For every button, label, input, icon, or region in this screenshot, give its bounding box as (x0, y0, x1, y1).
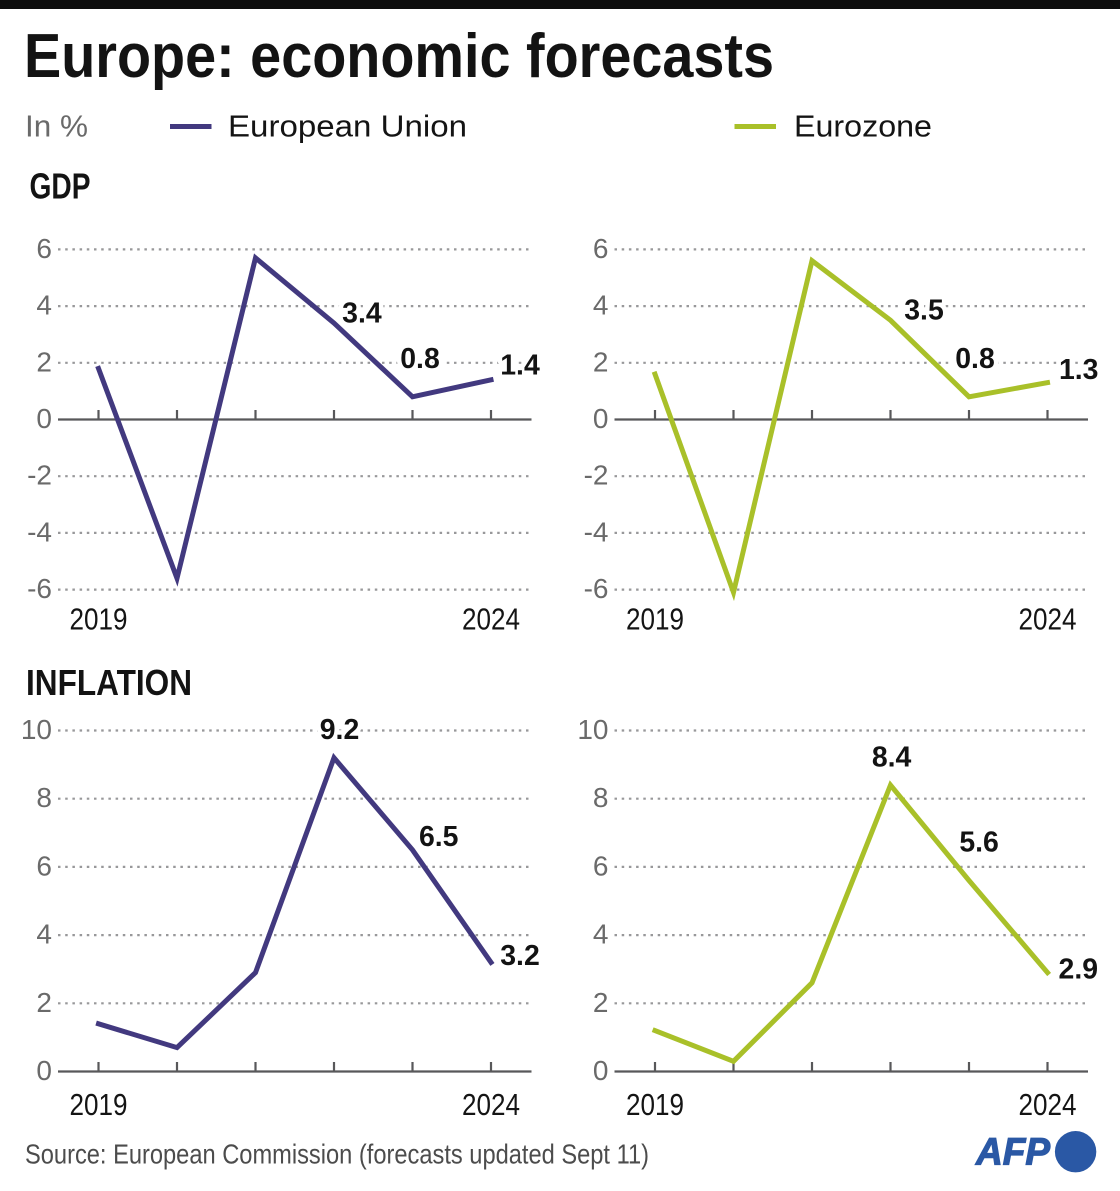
svg-text:2024: 2024 (462, 602, 520, 637)
svg-text:-2: -2 (584, 460, 609, 491)
svg-text:2: 2 (36, 987, 52, 1018)
svg-text:2.9: 2.9 (1059, 953, 1099, 985)
svg-text:8: 8 (593, 782, 609, 813)
svg-text:2019: 2019 (626, 1087, 684, 1122)
svg-text:2019: 2019 (70, 602, 128, 637)
svg-text:-4: -4 (27, 516, 52, 547)
svg-text:6: 6 (593, 233, 609, 264)
svg-text:8: 8 (36, 782, 52, 813)
svg-text:2024: 2024 (1019, 1087, 1077, 1122)
svg-text:GDP: GDP (30, 166, 91, 207)
svg-text:3.4: 3.4 (342, 298, 382, 330)
svg-text:Europe: economic forecasts: Europe: economic forecasts (24, 22, 774, 91)
svg-text:INFLATION: INFLATION (26, 662, 192, 703)
svg-text:0: 0 (36, 1055, 52, 1086)
svg-text:9.2: 9.2 (320, 714, 360, 746)
svg-text:2: 2 (593, 987, 609, 1018)
svg-text:4: 4 (36, 919, 52, 950)
svg-text:2024: 2024 (1019, 602, 1077, 637)
svg-text:4: 4 (593, 290, 609, 321)
svg-text:1.3: 1.3 (1059, 354, 1099, 386)
svg-text:10: 10 (21, 714, 52, 745)
svg-text:0: 0 (36, 403, 52, 434)
svg-text:8.4: 8.4 (872, 742, 912, 774)
svg-text:10: 10 (577, 714, 608, 745)
svg-text:3.2: 3.2 (500, 940, 540, 972)
svg-text:2024: 2024 (462, 1087, 520, 1122)
svg-text:AFP: AFP (975, 1132, 1051, 1174)
svg-text:-6: -6 (584, 573, 609, 604)
svg-text:0: 0 (593, 1055, 609, 1086)
svg-text:-2: -2 (27, 460, 52, 491)
svg-text:2019: 2019 (70, 1087, 128, 1122)
svg-text:5.6: 5.6 (959, 827, 999, 859)
svg-text:European Union: European Union (228, 109, 467, 144)
svg-text:4: 4 (36, 290, 52, 321)
svg-text:3.5: 3.5 (904, 294, 944, 326)
svg-text:0: 0 (593, 403, 609, 434)
svg-text:Source: European Commission (f: Source: European Commission (forecasts u… (25, 1139, 649, 1170)
svg-text:-6: -6 (27, 573, 52, 604)
svg-text:6.5: 6.5 (419, 821, 459, 853)
svg-text:2: 2 (36, 346, 52, 377)
svg-text:4: 4 (593, 919, 609, 950)
svg-text:6: 6 (593, 850, 609, 881)
svg-text:6: 6 (36, 233, 52, 264)
svg-text:-4: -4 (584, 516, 609, 547)
svg-text:2: 2 (593, 346, 609, 377)
svg-text:1.4: 1.4 (500, 349, 540, 381)
svg-text:0.8: 0.8 (955, 343, 995, 375)
svg-text:6: 6 (36, 850, 52, 881)
svg-text:Eurozone: Eurozone (794, 109, 932, 144)
svg-text:0.8: 0.8 (400, 343, 440, 375)
svg-text:In %: In % (25, 109, 88, 144)
svg-text:2019: 2019 (626, 602, 684, 637)
